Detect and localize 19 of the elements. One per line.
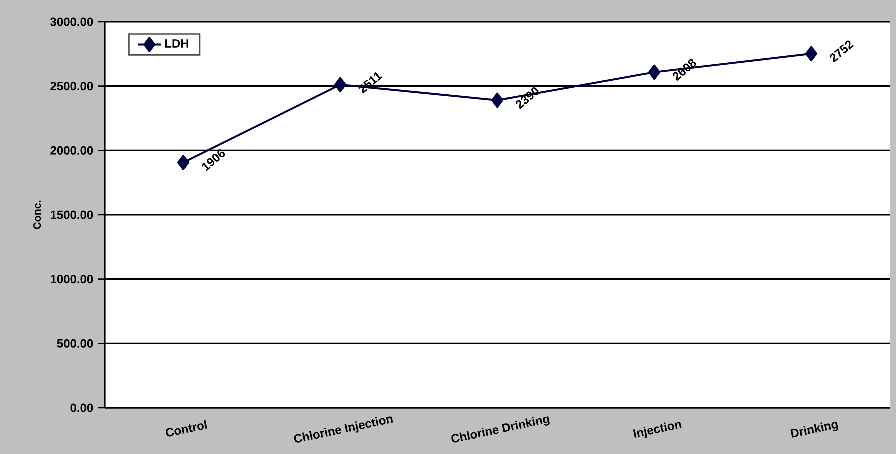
x-tick-label: Chlorine Injection <box>294 416 394 443</box>
y-tick-label: 500.00 <box>57 339 94 348</box>
x-tick-label: Control <box>166 420 208 437</box>
point <box>492 92 504 108</box>
point <box>178 155 190 170</box>
x-tick-label: Injection <box>633 422 682 438</box>
y-tick-label: 0.00 <box>70 404 94 412</box>
x-tick-label: Chlorine Drinking <box>452 416 550 443</box>
point <box>806 46 818 62</box>
y-tick-label: 2500.00 <box>50 82 94 91</box>
point <box>648 64 660 80</box>
point <box>334 77 346 93</box>
x-tick-label: Drinking <box>790 422 838 438</box>
y-tick-label: 3000.00 <box>50 18 94 26</box>
y-axis-title: Conc. <box>34 200 42 230</box>
y-tick-label: 2000.00 <box>50 146 94 155</box>
y-tick-label: 1000.00 <box>51 275 94 284</box>
legend-label: LDH <box>165 40 189 48</box>
y-tick-label: 1500.00 <box>51 210 94 220</box>
